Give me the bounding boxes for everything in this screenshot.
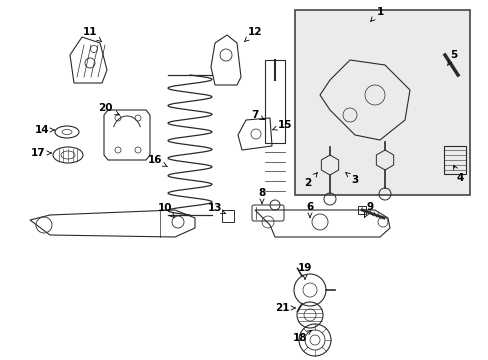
Text: 16: 16 [147,155,167,167]
Text: 4: 4 [453,165,463,183]
Text: 6: 6 [306,202,313,217]
Text: 2: 2 [304,173,317,188]
Text: 7: 7 [251,110,264,120]
Text: 12: 12 [244,27,262,42]
Text: 9: 9 [364,202,373,217]
Text: 21: 21 [274,303,295,313]
Text: 15: 15 [272,120,292,130]
Text: 1: 1 [370,7,383,21]
Text: 11: 11 [82,27,102,42]
Text: 5: 5 [447,50,457,65]
Text: 13: 13 [207,203,225,213]
Bar [357,206,365,214]
Text: 3: 3 [345,172,358,185]
Text: 17: 17 [31,148,51,158]
Bar [294,10,469,195]
Bar [222,210,234,222]
Text: 14: 14 [35,125,55,135]
Text: 8: 8 [258,188,265,204]
Text: 18: 18 [292,330,310,343]
Text: 19: 19 [297,263,311,279]
Text: 10: 10 [158,203,174,218]
Bar [443,146,465,174]
Bar [264,60,285,143]
Text: 20: 20 [98,103,119,115]
